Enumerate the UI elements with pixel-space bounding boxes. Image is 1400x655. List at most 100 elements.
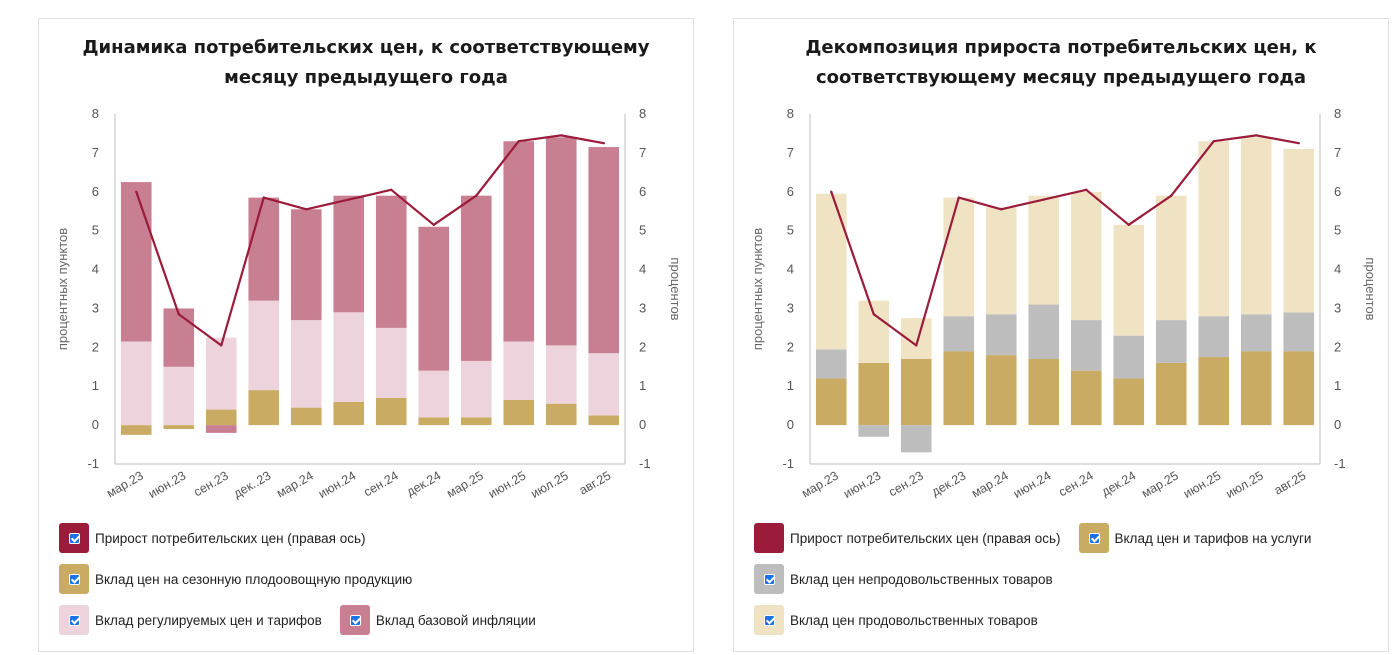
legend-row: Вклад цен продовольственных товаров — [754, 605, 1378, 635]
line-point — [177, 313, 180, 316]
legend-item[interactable]: Вклад цен непродовольственных товаров — [754, 564, 1053, 594]
legend-swatch[interactable] — [59, 564, 89, 594]
legend-item[interactable]: Прирост потребительских цен (правая ось) — [754, 523, 1061, 553]
x-tick-label: мар.23 — [799, 468, 841, 500]
legend-swatch[interactable] — [339, 605, 370, 635]
legend-label: Вклад цен продовольственных товаров — [790, 612, 1038, 628]
y-tick-label-left: 8 — [92, 106, 99, 121]
legend-label: Вклад регулируемых цен и тарифов — [95, 612, 322, 628]
bar-1 — [858, 362, 890, 426]
x-tick-label: мар.25 — [1139, 468, 1181, 500]
line-point — [262, 196, 265, 199]
y-tick-label-left: 4 — [787, 262, 794, 277]
legend-item[interactable]: Вклад цен продовольственных товаров — [754, 605, 1038, 635]
bar-2 — [1070, 320, 1102, 371]
legend-item[interactable]: Вклад базовой инфляции — [339, 605, 536, 635]
bar-1 — [588, 415, 620, 426]
bar-3 — [815, 193, 847, 350]
bar-2 — [815, 349, 847, 379]
y-axis-right-title: процентов — [668, 257, 683, 320]
bar-1 — [460, 417, 492, 426]
checkbox-icon[interactable] — [1088, 533, 1100, 544]
legend-swatch[interactable] — [754, 564, 784, 594]
legend-row: Вклад цен на сезонную плодоовощную проду… — [59, 564, 683, 594]
y-tick-label-left: 3 — [787, 300, 794, 315]
y-tick-label-left: 1 — [787, 378, 794, 393]
checkbox-icon[interactable] — [764, 574, 775, 585]
legend-swatch[interactable] — [754, 605, 784, 635]
checkbox-icon[interactable] — [69, 533, 80, 544]
bar-3 — [943, 197, 975, 317]
bar-2 — [985, 314, 1017, 356]
line-point — [1000, 208, 1003, 211]
bar-2 — [375, 327, 407, 398]
bar-2 — [545, 345, 577, 404]
x-tick-label: июн.25 — [1181, 468, 1223, 500]
legend-row: Прирост потребительских цен (правая ось)… — [754, 523, 1378, 553]
line-point — [1042, 198, 1045, 201]
bar-3 — [1240, 137, 1272, 315]
legend-swatch[interactable] — [1078, 523, 1109, 553]
bar-1 — [248, 390, 280, 426]
line-point — [220, 344, 223, 347]
checkbox-icon[interactable] — [349, 615, 361, 626]
y-tick-label-left: 4 — [92, 262, 99, 277]
y-tick-label-left: 0 — [92, 417, 99, 432]
legend-item[interactable]: Вклад регулируемых цен и тарифов — [59, 605, 322, 635]
bar-3 — [163, 308, 195, 367]
line-point — [957, 196, 960, 199]
chart-panel-inflation-decomposition: Декомпозиция прироста потребительских це… — [733, 18, 1389, 652]
line-series — [830, 134, 1299, 347]
y-tick-label-left: 2 — [92, 339, 99, 354]
line-point — [390, 188, 393, 192]
line-point — [602, 141, 605, 145]
legend-item[interactable]: Вклад цен и тарифов на услуги — [1078, 523, 1311, 553]
chart-title-line-2: соответствующему месяцу предыдущего года — [815, 67, 1307, 88]
bar-3 — [290, 209, 322, 321]
y-axis-left-title: процентных пунктов — [750, 228, 765, 350]
bar-2 — [120, 341, 152, 426]
y-tick-label-left: 6 — [787, 184, 794, 199]
x-tick-label: авг.25 — [577, 468, 613, 497]
bar-1 — [815, 378, 847, 426]
x-tick-label: июн.24 — [316, 468, 358, 500]
legend-label: Прирост потребительских цен (правая ось) — [95, 530, 366, 546]
legend-swatch[interactable] — [59, 523, 89, 553]
bar-3 — [248, 197, 280, 301]
x-tick-label: сен.23 — [886, 468, 926, 499]
checkbox-icon[interactable] — [69, 615, 80, 626]
legend-row: Прирост потребительских цен (правая ось) — [59, 523, 683, 553]
bar-1 — [1070, 370, 1102, 426]
checkbox-icon[interactable] — [764, 615, 775, 626]
legend-item[interactable]: Вклад цен на сезонную плодоовощную проду… — [59, 564, 412, 594]
chart-panel-inflation-dynamics: Динамика потребительских цен, к соответс… — [38, 18, 694, 652]
line-point — [305, 208, 308, 211]
bar-1 — [1240, 351, 1272, 426]
y-tick-label-right: 8 — [1334, 106, 1341, 121]
bar-3 — [588, 147, 620, 354]
bar-1 — [900, 359, 932, 426]
x-tick-label: июн.23 — [841, 468, 883, 500]
line-point — [347, 198, 350, 201]
legend-item[interactable]: Прирост потребительских цен (правая ось) — [59, 523, 366, 553]
bar-3 — [503, 141, 535, 342]
legend-swatch[interactable] — [754, 523, 784, 553]
bar-1 — [503, 399, 535, 426]
chart-title-line-1: Динамика потребительских цен, к соответс… — [82, 37, 650, 58]
line-point — [135, 190, 138, 193]
legend-swatch[interactable] — [59, 605, 89, 635]
y-tick-label-left: 6 — [92, 184, 99, 199]
y-tick-label-right: 1 — [639, 378, 646, 393]
bar-2 — [205, 337, 237, 410]
checkbox-icon[interactable] — [69, 574, 80, 585]
y-tick-label-left: -1 — [782, 456, 794, 471]
bar-2 — [900, 425, 932, 453]
y-tick-label-left: 3 — [92, 300, 99, 315]
bar-1 — [1113, 378, 1145, 426]
x-tick-label: июн.25 — [486, 468, 528, 500]
y-axis-right-title: процентов — [1363, 257, 1378, 320]
bar-3 — [545, 137, 577, 346]
line-point — [517, 140, 520, 143]
bar-3 — [858, 300, 890, 363]
line-point — [915, 344, 918, 347]
